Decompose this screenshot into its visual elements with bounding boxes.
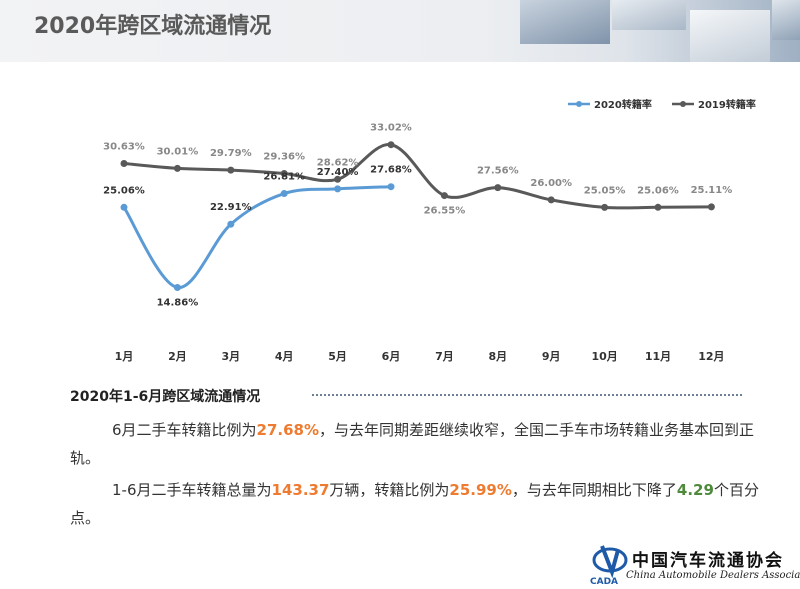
data-point	[601, 203, 609, 211]
data-label: 27.40%	[317, 167, 359, 178]
page-title: 2020年跨区域流通情况	[34, 14, 272, 39]
highlight-value: 27.68%	[256, 421, 320, 439]
header-banner: 2020年跨区域流通情况	[0, 0, 800, 62]
series-line	[122, 185, 392, 290]
data-point	[387, 141, 395, 149]
x-tick-label: 2月	[168, 350, 187, 363]
data-point	[173, 284, 181, 292]
chart-lines	[122, 143, 712, 290]
x-tick-label: 1月	[115, 350, 134, 363]
data-label: 33.02%	[370, 123, 412, 134]
x-tick-label: 9月	[542, 350, 561, 363]
data-label: 29.36%	[263, 151, 305, 162]
data-label: 27.56%	[477, 166, 519, 177]
x-tick-label: 5月	[328, 350, 347, 363]
data-label: 26.81%	[263, 172, 305, 183]
x-tick-label: 8月	[488, 350, 507, 363]
data-label: 29.79%	[210, 148, 252, 159]
data-point	[227, 166, 235, 174]
section-title: 2020年1-6月跨区域流通情况	[70, 389, 261, 405]
logo-text-en: China Automobile Dealers Association	[626, 570, 800, 581]
data-label: 26.55%	[424, 206, 466, 217]
data-point	[227, 220, 235, 228]
x-tick-label: 4月	[275, 350, 294, 363]
data-point	[547, 196, 555, 204]
x-tick-label: 3月	[221, 350, 240, 363]
logo-text-cn: 中国汽车流通协会	[632, 551, 784, 571]
data-label: 27.68%	[370, 165, 412, 176]
x-tick-label: 12月	[698, 350, 724, 363]
data-label: 30.63%	[103, 142, 145, 153]
data-point	[120, 203, 128, 211]
paragraph-h1: 1-6月二手车转籍总量为143.37万辆，转籍比例为25.99%，与去年同期相比…	[70, 481, 759, 527]
legend-label: 2020转籍率	[594, 98, 652, 111]
data-point	[120, 160, 128, 168]
legend-marker	[680, 101, 686, 107]
paragraph-june: 6月二手车转籍比例为27.68%，与去年同期差距继续收窄，全国二手车市场转籍业务…	[70, 421, 755, 467]
data-point	[334, 175, 342, 183]
data-label: 25.06%	[637, 185, 679, 196]
line-chart: 30.63% 30.01% 29.79% 29.36% 28.62% 33.02% 26.5…	[103, 98, 756, 363]
data-point	[173, 164, 181, 172]
decorative-cube	[612, 0, 686, 30]
decorative-cube	[772, 0, 800, 40]
x-tick-label: 7月	[435, 350, 454, 363]
svg-text:CADA: CADA	[590, 577, 618, 586]
highlight-value: 143.37	[271, 481, 330, 499]
data-point	[334, 185, 342, 193]
x-tick-label: 10月	[591, 350, 617, 363]
chart-legend: 2020转籍率 2019转籍率	[568, 98, 756, 111]
cada-logo: CADA 中国汽车流通协会 China Automobile Dealers A…	[582, 538, 800, 589]
data-point	[707, 203, 715, 211]
data-point	[440, 192, 448, 200]
data-label: 25.06%	[103, 185, 145, 196]
data-point	[280, 190, 288, 198]
chart-data-labels: 30.63% 30.01% 29.79% 29.36% 28.62% 33.02% 26.5…	[103, 123, 732, 309]
data-label: 30.01%	[157, 146, 199, 157]
x-tick-label: 11月	[645, 350, 671, 363]
data-point	[494, 184, 502, 192]
data-label: 28.62%	[317, 157, 359, 168]
x-tick-label: 6月	[382, 350, 401, 363]
data-label: 14.86%	[157, 298, 199, 309]
data-point	[654, 203, 662, 211]
decorative-cube	[520, 0, 610, 44]
data-label: 22.91%	[210, 202, 252, 213]
legend-label: 2019转籍率	[698, 98, 756, 111]
cada-emblem-icon: CADA	[590, 545, 628, 586]
data-label: 25.11%	[691, 185, 733, 196]
decorative-cube	[690, 10, 770, 62]
legend-marker	[576, 101, 582, 107]
highlight-value: 4.29	[676, 481, 714, 499]
chart-points	[120, 141, 715, 292]
section-divider	[312, 394, 742, 396]
data-point	[387, 183, 395, 191]
x-axis-ticks: 1月 2月 3月 4月 5月 6月 7月 8月 9月 10月 11月 12月	[115, 350, 725, 363]
data-label: 26.00%	[530, 178, 572, 189]
highlight-value: 25.99%	[449, 481, 512, 499]
data-point	[280, 169, 288, 177]
data-label: 25.05%	[584, 185, 626, 196]
